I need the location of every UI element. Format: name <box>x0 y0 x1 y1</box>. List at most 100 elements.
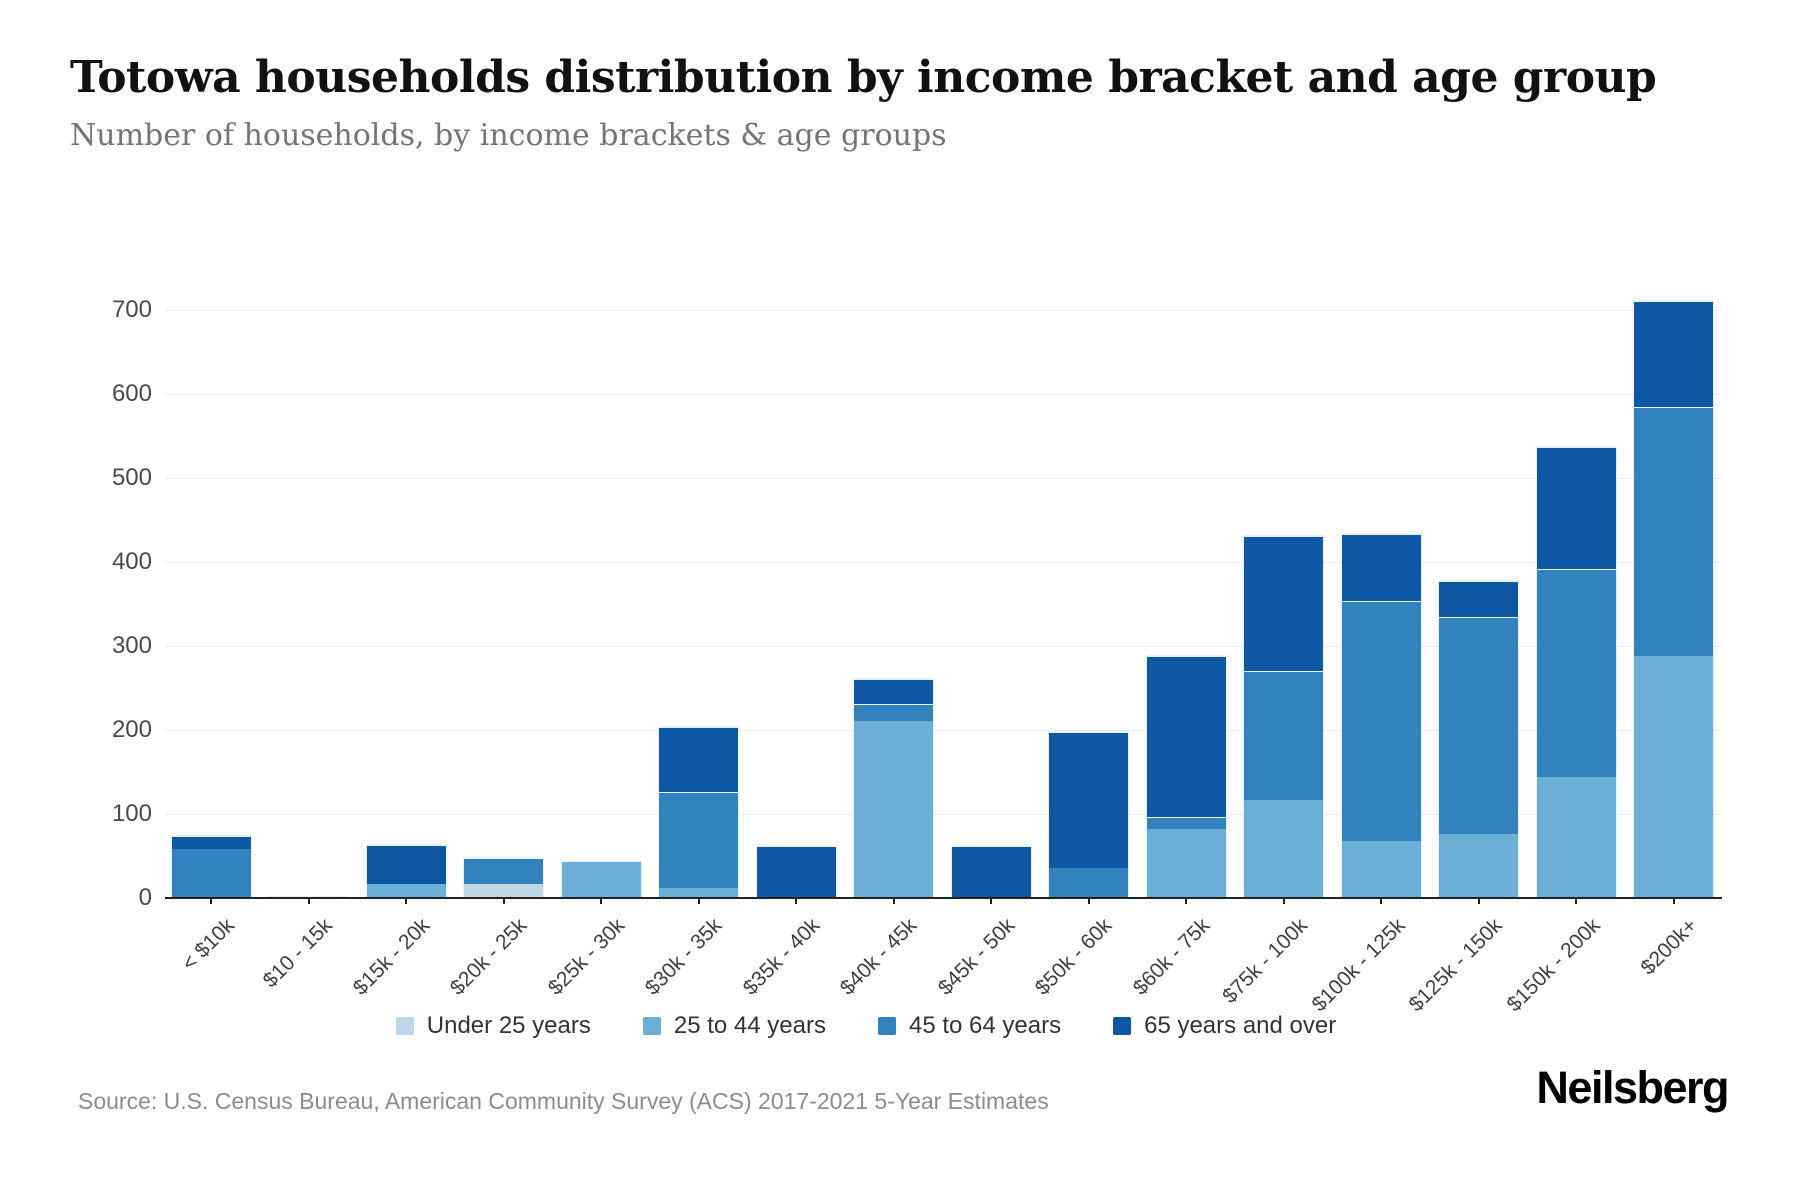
x-tick-label: $20k - 25k <box>446 914 532 1000</box>
bar-segment <box>1536 446 1616 569</box>
x-tick <box>697 898 700 904</box>
bar-segment <box>1536 776 1616 897</box>
bar-column <box>366 844 446 897</box>
bar-segment <box>659 887 738 897</box>
x-tick-label: $15k - 20k <box>348 914 435 1000</box>
bar-column <box>1244 535 1323 897</box>
x-tick <box>892 898 895 904</box>
bar-segment <box>1439 617 1518 834</box>
x-tick-label: $150k - 200k <box>1502 914 1605 1017</box>
bar-segment <box>1146 817 1226 829</box>
y-tick-label: 300 <box>111 632 152 659</box>
x-tick-label: < $10k <box>177 914 240 976</box>
y-tick-label: 400 <box>111 548 152 575</box>
bar-segment <box>366 883 446 897</box>
bar-segment <box>659 792 738 888</box>
bar-segment <box>1536 568 1616 777</box>
x-tick-label: $10 - 15k <box>258 914 337 993</box>
bar-segment <box>854 678 933 704</box>
legend-label: 65 years and over <box>1144 1012 1337 1039</box>
bar-segment <box>854 703 933 721</box>
y-tick-label: 500 <box>111 464 152 491</box>
chart-title: Totowa households distribution by income… <box>70 52 1657 103</box>
brand-logo: Neilsberg <box>1536 1062 1729 1113</box>
bar-segment <box>366 844 446 884</box>
plot-area: 0 100 200 300 400 500 600 700 < $10k $10 - 15k $1… <box>112 296 1722 1016</box>
bar-column <box>1634 300 1713 897</box>
gridline <box>165 814 1722 815</box>
x-tick <box>307 898 310 904</box>
x-tick <box>210 898 212 904</box>
x-tick-label: $100k - 125k <box>1307 914 1410 1017</box>
bar-segment <box>1341 601 1421 841</box>
x-tick-label: $75k - 100k <box>1217 914 1312 1008</box>
x-tick-label: $50k - 60k <box>1031 914 1117 1000</box>
gridline <box>165 310 1722 311</box>
x-tick <box>1185 898 1187 904</box>
x-tick <box>1575 898 1577 904</box>
bar-segment <box>1244 800 1323 897</box>
bar-column <box>171 835 251 897</box>
x-tick-label: $40k - 45k <box>836 914 922 1000</box>
bar-column <box>659 727 738 897</box>
gridline <box>165 478 1722 479</box>
legend-label: 25 to 44 years <box>673 1012 826 1039</box>
x-tick <box>502 898 505 904</box>
bar-segment <box>464 884 543 897</box>
bar-segment <box>1634 407 1713 656</box>
x-tick <box>1087 898 1090 904</box>
x-tick-label: $30k - 35k <box>641 914 727 1000</box>
bar-segment <box>1049 868 1128 897</box>
bar-segment <box>1634 300 1713 408</box>
bar-segment <box>171 849 251 897</box>
x-tick <box>795 898 797 904</box>
bar-segment <box>1634 655 1713 897</box>
bar-column <box>756 846 836 897</box>
x-axis-line <box>165 897 1722 899</box>
legend-swatch <box>395 1017 414 1035</box>
x-tick-label: $125k - 150k <box>1404 914 1507 1017</box>
legend-item: Under 25 years <box>395 1012 591 1040</box>
legend-swatch <box>877 1017 896 1035</box>
x-tick <box>1672 898 1675 904</box>
x-tick <box>405 898 407 904</box>
bar-segment <box>756 846 836 897</box>
legend-item: 65 years and over <box>1113 1012 1336 1040</box>
bar-segment <box>1244 671 1323 801</box>
x-tick <box>600 898 602 904</box>
bar-segment <box>951 847 1031 897</box>
x-tick-label: $25k - 30k <box>543 914 630 1000</box>
bar-column <box>1146 655 1226 897</box>
bar-column <box>1049 731 1128 897</box>
bar-column <box>1439 581 1518 897</box>
y-tick-label: 700 <box>111 296 152 323</box>
gridline <box>165 562 1722 563</box>
legend-item: 25 to 44 years <box>642 1012 826 1040</box>
x-tick-label: $200k+ <box>1636 914 1702 980</box>
x-tick-label: $45k - 50k <box>933 914 1020 1000</box>
bar-segment <box>659 727 738 793</box>
y-tick-label: 200 <box>111 716 152 743</box>
legend-swatch <box>1113 1017 1132 1035</box>
bar-segment <box>464 857 543 885</box>
gridline <box>165 646 1722 647</box>
x-tick <box>990 898 992 904</box>
bar-column <box>561 861 641 897</box>
bar-segment <box>1341 840 1421 897</box>
legend-label: 45 to 64 years <box>908 1012 1062 1039</box>
chart-subtitle: Number of households, by income brackets… <box>70 118 947 153</box>
y-tick-label: 0 <box>138 884 152 911</box>
bar-segment <box>171 835 251 850</box>
legend-label: Under 25 years <box>426 1012 591 1039</box>
y-tick-label: 600 <box>111 380 152 407</box>
bar-column <box>464 857 543 897</box>
bar-segment <box>1439 581 1518 618</box>
bar-segment <box>1049 731 1128 869</box>
bar-column <box>854 678 933 897</box>
bar-segment <box>1146 655 1226 818</box>
x-tick <box>1477 898 1480 904</box>
bar-segment <box>1244 535 1323 672</box>
bar-column <box>1341 534 1421 897</box>
x-tick <box>1282 898 1285 904</box>
bar-segment <box>1146 828 1226 897</box>
